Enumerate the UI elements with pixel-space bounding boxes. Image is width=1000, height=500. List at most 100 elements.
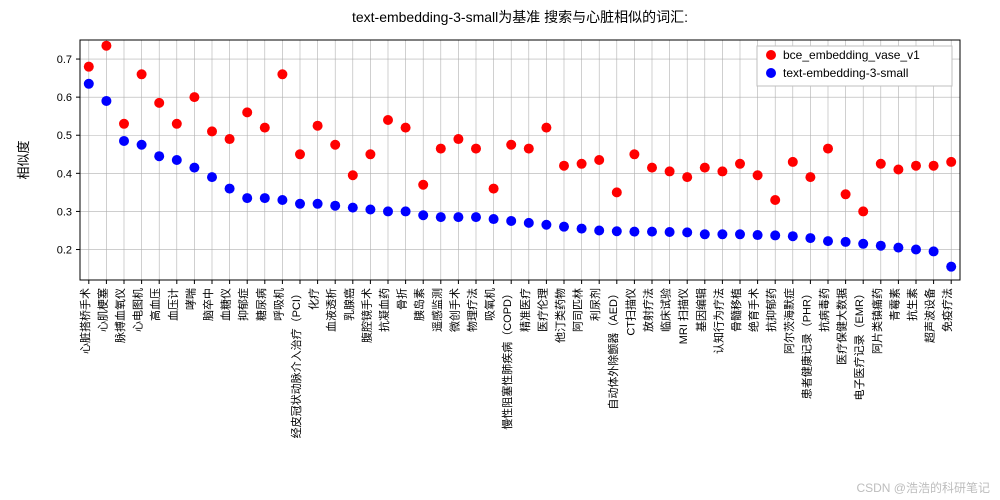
data-point <box>858 239 868 249</box>
data-point <box>893 243 903 253</box>
legend-marker <box>766 50 776 60</box>
xtick-label: 放射疗法 <box>641 288 655 332</box>
xtick-label: 阿司匹林 <box>571 288 585 332</box>
data-point <box>594 155 604 165</box>
data-point <box>330 201 340 211</box>
data-point <box>770 230 780 240</box>
data-point <box>101 96 111 106</box>
xtick-label: 电子医疗记录（EMR） <box>852 288 866 400</box>
data-point <box>911 245 921 255</box>
data-point <box>313 121 323 131</box>
data-point <box>242 107 252 117</box>
data-point <box>330 140 340 150</box>
data-point <box>524 218 534 228</box>
xtick-label: 免疫疗法 <box>940 288 954 332</box>
xtick-label: 哮喘 <box>184 288 197 310</box>
xtick-label: 糖尿病 <box>254 288 268 321</box>
data-point <box>471 144 481 154</box>
data-point <box>436 212 446 222</box>
data-point <box>365 149 375 159</box>
xtick-label: 血糖仪 <box>219 288 233 321</box>
chart-title: text-embedding-3-small为基准 搜索与心脏相似的词汇: <box>352 9 688 25</box>
data-point <box>541 220 551 230</box>
xtick-label: CT扫描仪 <box>623 288 637 336</box>
chart-container: 0.20.30.40.50.60.7心脏搭桥手术心肌梗塞脉搏血氧仪心电图机高血压… <box>0 0 1000 500</box>
xtick-label: 他汀类药物 <box>553 288 567 343</box>
data-point <box>189 163 199 173</box>
data-point <box>383 115 393 125</box>
data-point <box>682 227 692 237</box>
data-point <box>911 161 921 171</box>
xtick-label: 血压计 <box>166 288 180 321</box>
xtick-label: 认知行为疗法 <box>711 288 725 354</box>
data-point <box>119 119 129 129</box>
data-point <box>260 193 270 203</box>
xtick-label: 吸氧机 <box>483 288 497 321</box>
ytick-label: 0.4 <box>57 168 72 180</box>
xtick-label: 精准医疗 <box>518 288 532 332</box>
data-point <box>137 140 147 150</box>
data-point <box>489 184 499 194</box>
xtick-label: 超声波设备 <box>923 288 937 343</box>
data-point <box>506 140 516 150</box>
data-point <box>172 155 182 165</box>
data-point <box>453 212 463 222</box>
data-point <box>612 187 622 197</box>
data-point <box>788 157 798 167</box>
xtick-label: 利尿剂 <box>588 288 602 321</box>
legend-label: text-embedding-3-small <box>783 66 908 80</box>
data-point <box>753 230 763 240</box>
xtick-label: 阿片类镇痛药 <box>870 288 884 354</box>
xtick-label: 基因编辑 <box>694 288 708 332</box>
chart-svg: 0.20.30.40.50.60.7心脏搭桥手术心肌梗塞脉搏血氧仪心电图机高血压… <box>0 0 1000 500</box>
data-point <box>946 262 956 272</box>
data-point <box>172 119 182 129</box>
xtick-label: 经皮冠状动脉介入治疗（PCI） <box>289 288 303 438</box>
data-point <box>119 136 129 146</box>
ytick-label: 0.6 <box>57 92 72 104</box>
xtick-label: 物理疗法 <box>465 288 479 332</box>
xtick-label: 绝育手术 <box>747 288 761 332</box>
data-point <box>348 203 358 213</box>
data-point <box>717 229 727 239</box>
data-point <box>629 227 639 237</box>
data-point <box>577 224 587 234</box>
xtick-label: 心脏搭桥手术 <box>78 288 92 354</box>
data-point <box>700 163 710 173</box>
legend-label: bce_embedding_vase_v1 <box>783 48 920 62</box>
data-point <box>453 134 463 144</box>
data-point <box>471 212 481 222</box>
ytick-label: 0.5 <box>57 130 72 142</box>
xtick-label: 抑郁症 <box>236 288 250 321</box>
xtick-label: 抗抑郁药 <box>764 288 778 332</box>
data-point <box>541 123 551 133</box>
xtick-label: 青霉素 <box>888 288 901 321</box>
xtick-label: 呼吸机 <box>271 288 285 321</box>
data-point <box>717 166 727 176</box>
data-point <box>929 161 939 171</box>
data-point <box>946 157 956 167</box>
xtick-label: 抗病毒药 <box>817 288 831 332</box>
y-axis-label: 相似度 <box>16 140 31 179</box>
data-point <box>524 144 534 154</box>
data-point <box>647 163 657 173</box>
data-point <box>753 170 763 180</box>
data-point <box>313 199 323 209</box>
data-point <box>665 166 675 176</box>
xtick-label: 患者健康记录（PHR） <box>799 288 813 399</box>
data-point <box>436 144 446 154</box>
data-point <box>207 126 217 136</box>
data-point <box>735 159 745 169</box>
xtick-label: 高血压 <box>148 288 162 321</box>
data-point <box>876 159 886 169</box>
data-point <box>154 98 164 108</box>
data-point <box>225 134 235 144</box>
data-point <box>788 231 798 241</box>
data-point <box>805 233 815 243</box>
data-point <box>506 216 516 226</box>
watermark-text: CSDN @浩浩的科研笔记 <box>856 479 990 496</box>
data-point <box>348 170 358 180</box>
data-point <box>559 222 569 232</box>
data-point <box>295 199 305 209</box>
data-point <box>207 172 217 182</box>
